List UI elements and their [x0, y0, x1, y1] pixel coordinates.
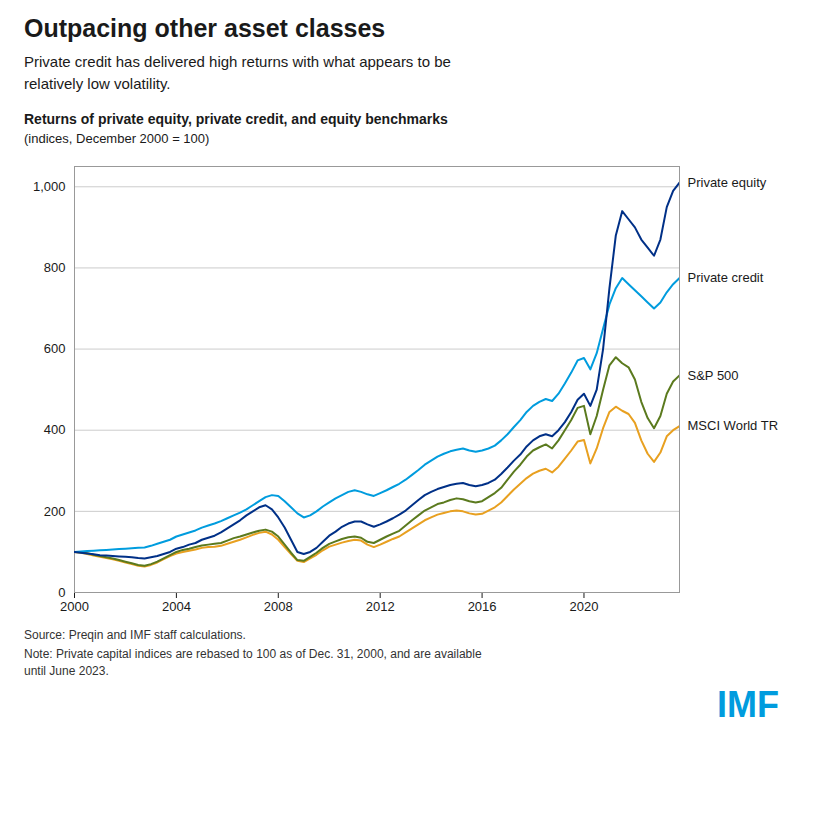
svg-text:200: 200 [44, 503, 66, 518]
svg-text:2020: 2020 [570, 598, 599, 613]
html-text:Private credit has delivered h: Private credit has delivered high return… [24, 53, 451, 92]
svg-text:400: 400 [44, 422, 66, 437]
svg-text:600: 600 [44, 341, 66, 356]
svg-text:MSCI World TR: MSCI World TR [688, 418, 779, 433]
svg-text:2000: 2000 [60, 598, 89, 613]
html-text:IMF: IMF [717, 684, 779, 726]
html-text:Returns of private equity, pri: Returns of private equity, private credi… [24, 110, 448, 127]
svg-text:Private credit: Private credit [688, 270, 764, 285]
html-text:(indices, December 2000 = 100): (indices, December 2000 = 100) [24, 130, 210, 146]
html-text:Note: Private capital indices: Note: Private capital indices are rebase… [24, 646, 482, 678]
svg-text:S&P 500: S&P 500 [688, 367, 739, 382]
svg-text:2012: 2012 [366, 598, 395, 613]
svg-text:2008: 2008 [264, 598, 293, 613]
html-text:Outpacing other asset classes: Outpacing other asset classes [24, 14, 386, 42]
svg-text:2016: 2016 [468, 598, 497, 613]
svg-text:0: 0 [58, 584, 65, 599]
svg-text:2004: 2004 [162, 598, 191, 613]
html-text:Source: Preqin and IMF staff c: Source: Preqin and IMF staff calculation… [24, 627, 246, 642]
svg-text:Private equity: Private equity [688, 174, 767, 189]
svg-text:800: 800 [44, 260, 66, 275]
svg-text:1,000: 1,000 [33, 178, 66, 193]
